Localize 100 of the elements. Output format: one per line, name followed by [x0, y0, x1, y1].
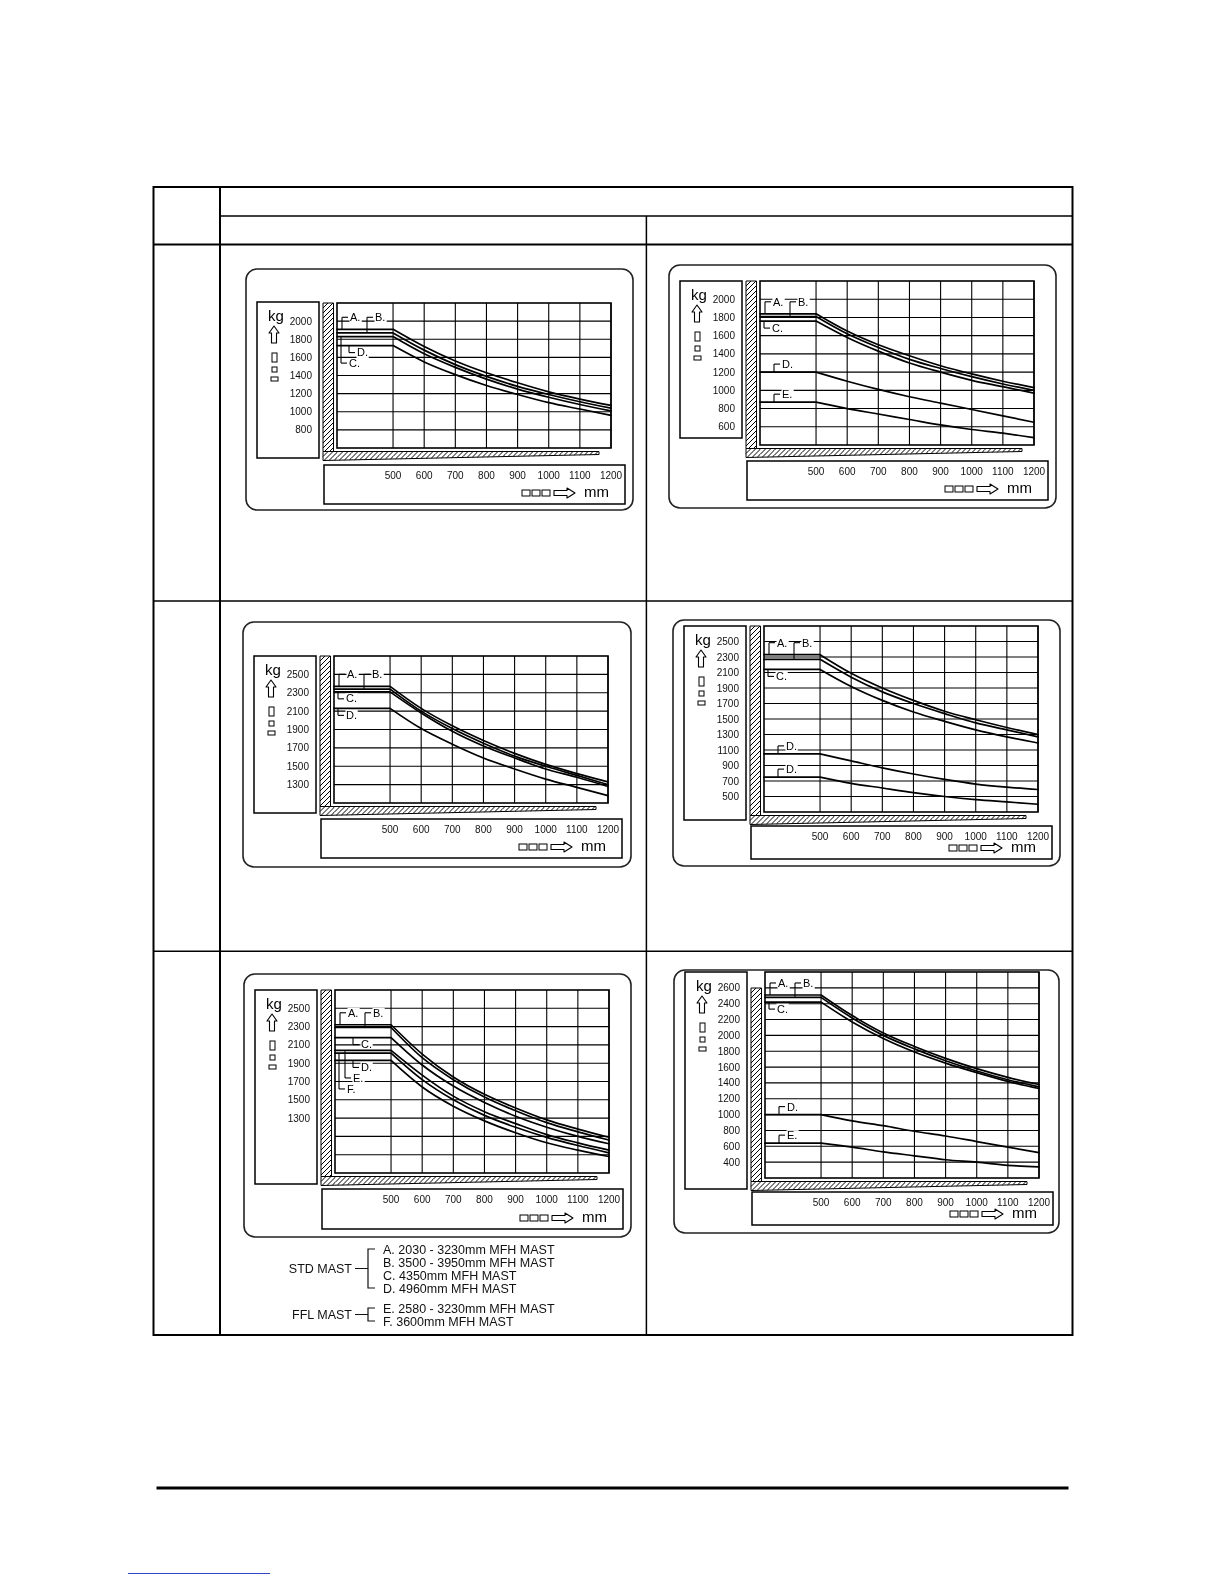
x-tick-label: 700 — [874, 1196, 893, 1208]
x-axis-title: mm — [581, 837, 606, 854]
x-tick-label: 1000 — [960, 465, 984, 477]
y-tick-label: 1000 — [712, 384, 736, 396]
x-tick-label: 1200 — [1026, 830, 1050, 842]
y-tick-label: 1900 — [286, 724, 310, 735]
legend-label: C. — [349, 357, 360, 370]
x-tick-label: 900 — [932, 465, 950, 477]
x-tick-label: 500 — [812, 1196, 830, 1208]
x-tick-label: 700 — [446, 469, 465, 481]
y-tick-label: 2000 — [712, 293, 736, 305]
legend-label: A. — [348, 1006, 359, 1019]
y-tick-label: 1300 — [286, 779, 310, 791]
y-tick-label: 800 — [723, 1124, 741, 1136]
x-tick-label: 800 — [905, 830, 923, 842]
y-tick-label: 2500 — [287, 1002, 311, 1014]
x-tick-label: 1100 — [997, 1196, 1020, 1208]
legend-label: E. — [353, 1071, 364, 1084]
x-tick-label: 500 — [382, 1193, 400, 1205]
legend-label: D. — [346, 708, 357, 721]
y-tick-label: 1600 — [717, 1061, 741, 1073]
legend-label: B. — [803, 976, 814, 989]
x-tick-label: 1100 — [567, 1193, 590, 1205]
text: F. 3600mm MFH MAST — [383, 1314, 514, 1329]
y-tick-label: 2000 — [717, 1029, 741, 1041]
text: A. 2030 - 3230mm MFH MAST — [383, 1242, 555, 1257]
y-tick-label: 1400 — [712, 348, 736, 360]
legend-label: C. — [776, 669, 787, 682]
y-tick-label: 2100 — [287, 1039, 311, 1051]
x-tick-label: 800 — [906, 1196, 924, 1208]
x-tick-label: 900 — [509, 469, 527, 481]
x-tick-label: 1000 — [535, 1193, 559, 1205]
x-tick-label: 900 — [937, 1196, 955, 1208]
y-tick-label: 1300 — [287, 1112, 311, 1124]
y-axis-title: kg — [695, 631, 711, 648]
text: D. 4960mm MFH MAST — [383, 1281, 517, 1296]
y-tick-label: 900 — [722, 760, 740, 771]
text: E. 2580 - 3230mm MFH MAST — [383, 1301, 555, 1316]
y-tick-label: 2200 — [717, 1014, 741, 1026]
y-tick-label: 1800 — [712, 311, 736, 323]
x-tick-label: 900 — [507, 1193, 525, 1205]
y-tick-label: 1200 — [289, 388, 313, 400]
y-tick-label: 2100 — [286, 705, 310, 717]
legend-label: C. — [361, 1038, 372, 1051]
legend-label: B. — [802, 636, 813, 649]
x-tick-label: 800 — [476, 1193, 494, 1205]
x-tick-label: 1200 — [596, 823, 620, 835]
x-tick-label: 1200 — [1022, 465, 1046, 477]
y-tick-label: 2400 — [717, 998, 741, 1010]
y-axis-title: kg — [691, 286, 707, 303]
legend-label: C. — [777, 1002, 788, 1015]
legend-label: B. — [798, 295, 809, 308]
y-tick-label: 2000 — [289, 315, 313, 327]
y-tick-label: 1200 — [712, 366, 736, 378]
y-axis-title: kg — [265, 661, 281, 678]
legend-label: D. — [786, 763, 797, 776]
y-tick-label: 2500 — [286, 668, 310, 680]
x-tick-label: 500 — [811, 830, 829, 842]
y-tick-label: 2300 — [286, 687, 310, 699]
y-tick-label: 1000 — [289, 406, 313, 418]
y-tick-label: 1900 — [287, 1057, 311, 1069]
y-axis-title: kg — [266, 995, 282, 1012]
x-tick-label: 700 — [873, 830, 892, 842]
y-tick-label: 2600 — [717, 982, 741, 994]
y-tick-label: 2100 — [716, 667, 740, 678]
x-tick-label: 800 — [475, 823, 493, 835]
x-tick-label: 700 — [444, 1193, 463, 1205]
x-tick-label: 1000 — [534, 823, 558, 835]
x-tick-label: 500 — [384, 469, 402, 481]
y-tick-label: 600 — [718, 421, 736, 433]
x-tick-label: 800 — [478, 469, 496, 481]
x-tick-label: 600 — [413, 1193, 431, 1205]
y-tick-label: 1900 — [716, 682, 740, 694]
x-tick-label: 600 — [415, 469, 433, 481]
x-tick-label: 1200 — [1027, 1196, 1051, 1208]
text: C. 4350mm MFH MAST — [383, 1268, 517, 1283]
x-tick-label: 800 — [901, 465, 919, 477]
x-tick-label: 1100 — [569, 469, 592, 481]
x-tick-label: 1200 — [599, 469, 623, 481]
legend-label: D. — [786, 739, 797, 752]
legend-label: E. — [782, 388, 793, 401]
y-tick-label: 2300 — [716, 651, 740, 663]
legend-label: A. — [778, 976, 789, 989]
y-tick-label: 1600 — [289, 351, 313, 363]
legend-label: D. — [357, 346, 368, 359]
y-tick-label: 1600 — [712, 330, 736, 342]
y-tick-label: 800 — [718, 403, 736, 415]
legend-label: E. — [787, 1129, 798, 1142]
legend-label: B. — [375, 311, 386, 324]
legend-label: A. — [350, 311, 361, 324]
x-tick-label: 1100 — [566, 823, 589, 835]
y-tick-label: 1400 — [289, 370, 313, 381]
legend-label: B. — [373, 1006, 384, 1019]
legend-label: C. — [772, 321, 783, 334]
y-tick-label: 700 — [722, 775, 740, 787]
legend-label: D. — [782, 358, 793, 371]
y-tick-label: 600 — [723, 1140, 741, 1152]
x-tick-label: 1000 — [965, 1196, 989, 1208]
y-tick-label: 1500 — [286, 760, 310, 772]
y-tick-label: 1200 — [717, 1093, 741, 1105]
